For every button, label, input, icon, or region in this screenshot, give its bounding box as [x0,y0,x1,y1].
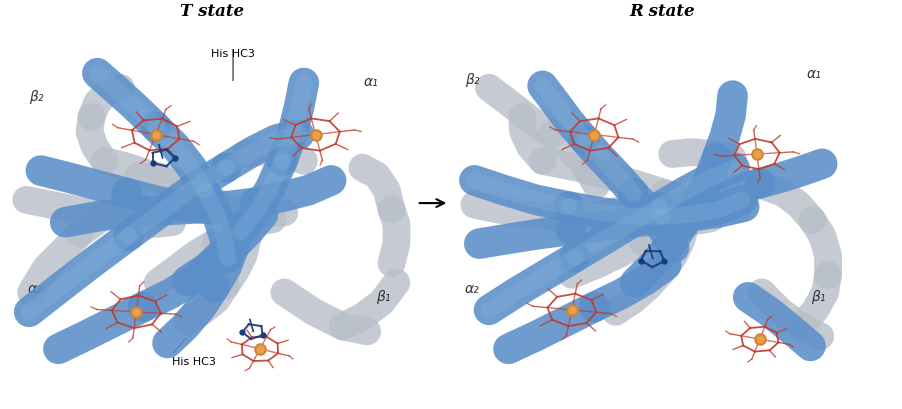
Text: R state: R state [629,3,695,20]
Text: α₁: α₁ [807,67,822,81]
Text: β₁: β₁ [376,290,391,304]
Text: His HC3: His HC3 [171,357,216,367]
Text: α₁: α₁ [364,74,378,88]
Text: α₂: α₂ [27,282,42,296]
Text: β₁: β₁ [811,290,826,304]
Text: β₂: β₂ [465,72,480,87]
Text: T state: T state [179,3,244,20]
Text: α₂: α₂ [465,282,480,296]
Text: His HC3: His HC3 [211,49,255,59]
Text: His HC3: His HC3 [566,212,609,222]
Text: β₂: β₂ [29,90,43,104]
